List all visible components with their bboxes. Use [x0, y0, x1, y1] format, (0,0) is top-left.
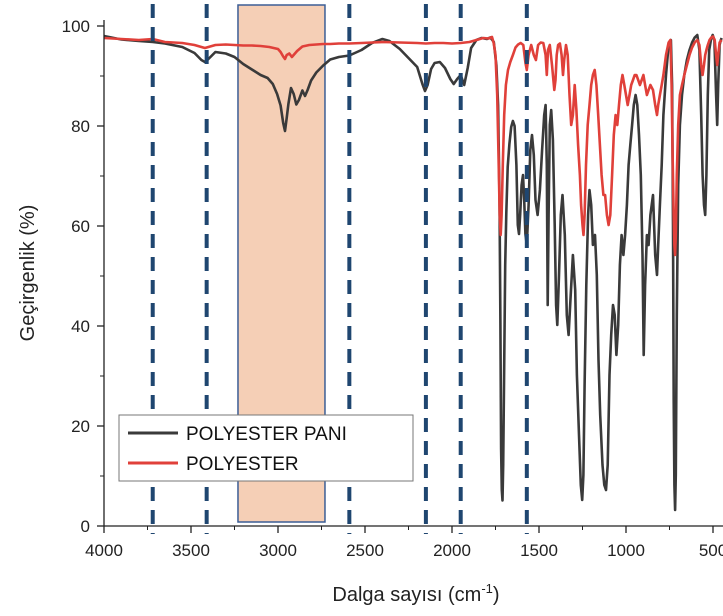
x-tick-label: 3000	[259, 541, 297, 560]
x-tick-label: 2500	[346, 541, 384, 560]
x-tick-label: 1500	[520, 541, 558, 560]
y-tick-label: 0	[81, 517, 90, 536]
y-tick-label: 20	[71, 417, 90, 436]
x-tick-label: 2000	[433, 541, 471, 560]
y-tick-label: 40	[71, 317, 90, 336]
legend-label-polyester: POLYESTER	[186, 454, 299, 475]
legend: POLYESTER PANI POLYESTER	[118, 414, 414, 482]
y-tick-label: 100	[62, 17, 90, 36]
series-layer	[103, 33, 723, 512]
x-tick-label: 1000	[607, 541, 645, 560]
x-tick-label: 4000	[85, 541, 123, 560]
legend-box	[118, 414, 414, 482]
x-ticks: 4000 3500 3000 2500 2000 1500 1000 500	[85, 526, 723, 560]
y-ticks: 0 20 40 60 80 100	[62, 17, 104, 536]
x-tick-label: 3500	[172, 541, 210, 560]
y-tick-label: 60	[71, 217, 90, 236]
y-tick-label: 80	[71, 117, 90, 136]
y-axis-title: Geçirgenlik (%)	[17, 205, 39, 342]
legend-label-polyester-pani: POLYESTER PANI	[186, 424, 347, 445]
series-line-polyester	[103, 35, 723, 257]
x-tick-label: 500	[699, 541, 723, 560]
x-axis-title: Dalga sayısı (cm-1)	[332, 581, 499, 606]
